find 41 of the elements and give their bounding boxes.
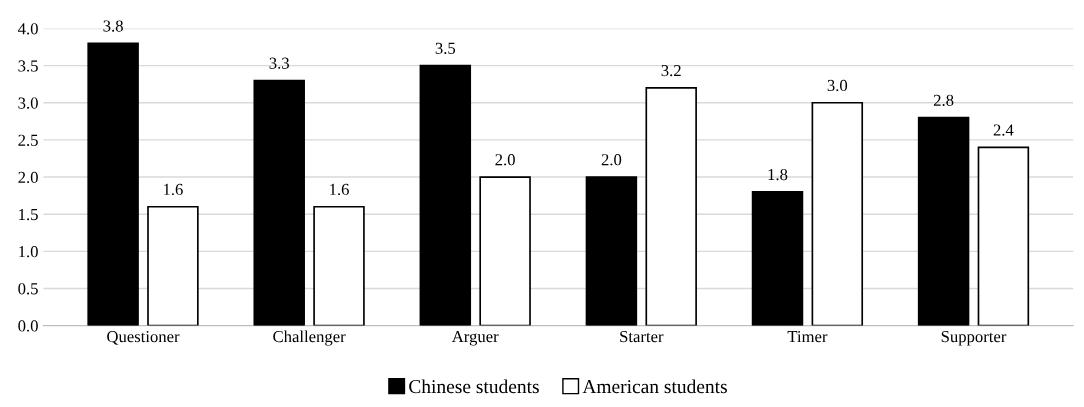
data-label: 3.2: [661, 64, 681, 77]
bar: [585, 176, 638, 326]
bar: [253, 79, 305, 326]
legend-label: Chinese students: [409, 379, 539, 394]
x-tick-label: Starter: [620, 330, 664, 343]
bar: [479, 176, 531, 326]
data-label: 2.8: [933, 94, 954, 106]
data-label: 2.0: [601, 154, 622, 166]
bar: [977, 146, 1030, 326]
bar: [917, 116, 970, 326]
data-label: 1.6: [330, 183, 349, 196]
y-tick-label: 0.5: [18, 283, 38, 295]
data-label: 3.5: [435, 42, 456, 54]
bar: [751, 191, 804, 326]
x-tick-label: Supporter: [941, 330, 1007, 346]
bar: [419, 64, 472, 326]
y-tick-label: 2.0: [18, 171, 38, 184]
y-tick-label: 1.5: [19, 208, 38, 221]
bar: [645, 87, 697, 326]
y-tick-label: 3.0: [18, 97, 38, 109]
bar: [147, 205, 199, 326]
y-tick-label: 1.0: [19, 246, 38, 258]
y-tick-label: 0.0: [18, 320, 38, 332]
data-label: 3.8: [103, 20, 123, 32]
data-label: 3.0: [827, 79, 848, 92]
bar: [87, 42, 139, 326]
legend-label: American students: [582, 379, 727, 394]
x-tick-label: Questioner: [107, 330, 180, 345]
y-tick-label: 2.5: [18, 134, 38, 146]
data-label: 2.0: [495, 154, 515, 166]
data-label: 1.8: [768, 168, 788, 181]
bar: [811, 101, 864, 326]
bar: [313, 205, 365, 326]
y-tick-label: 3.5: [18, 60, 38, 72]
y-tick-label: 4.0: [17, 23, 38, 35]
data-label: 2.4: [993, 124, 1014, 136]
data-label: 3.3: [269, 57, 289, 69]
x-tick-label: Timer: [787, 330, 828, 343]
x-tick-label: Arguer: [451, 330, 499, 346]
x-tick-label: Challenger: [273, 330, 346, 346]
data-label: 1.6: [163, 183, 183, 196]
